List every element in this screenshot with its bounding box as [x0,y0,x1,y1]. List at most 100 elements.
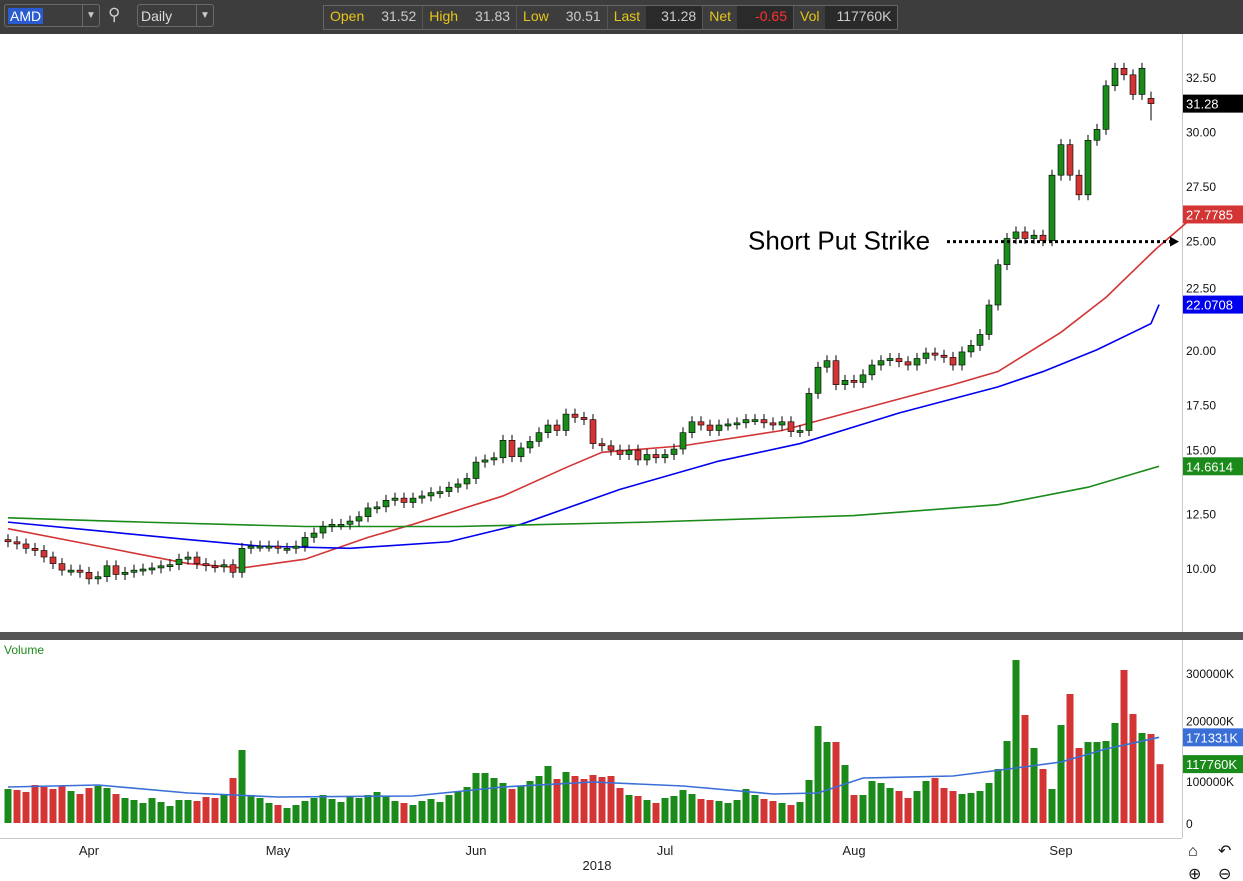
candle [481,454,489,468]
volume-bar [184,800,192,823]
pane-splitter[interactable] [0,632,1243,640]
candle [949,351,957,371]
candle-body [1048,174,1056,241]
volume-tick-label: 200000K [1186,714,1234,728]
candle [265,540,273,552]
candle-body [409,497,417,503]
candle [643,449,651,466]
candle [175,553,183,571]
volume-bar [958,794,966,823]
volume-pane-title: Volume [4,643,44,657]
volume-bar [1057,725,1065,823]
candle-body [427,492,435,497]
candle-body [382,500,390,508]
candle-body [859,374,867,383]
undo-icon[interactable]: ↶ [1218,843,1231,860]
zoom-out-icon[interactable]: ⊖ [1218,866,1231,881]
volume-bar [526,781,534,823]
candle-body [220,564,228,568]
candle-body [598,443,606,447]
volume-ma-tag: 171331K [1186,730,1238,745]
zoom-in-icon[interactable]: ⊕ [1188,866,1201,881]
price-tick-label: 22.50 [1186,282,1216,296]
volume-bar [895,791,903,823]
candle-body [1057,144,1065,176]
volume-bar [715,801,723,823]
candle-body [697,421,705,426]
volume-bar [499,783,507,823]
candle [652,449,660,464]
candle-body [58,563,66,571]
candle-body [31,548,39,551]
candle-body [1084,139,1092,196]
x-tick-label: Aug [842,843,865,858]
candle-body [733,422,741,426]
search-icon[interactable]: ⚲ [108,5,121,24]
x-tick-label: May [266,843,291,858]
candle [1066,139,1074,181]
moving-average-line-3 [7,465,1160,528]
candle-body [967,345,975,353]
candle [742,414,750,429]
candle [67,564,75,576]
candle [1048,169,1056,247]
volume-bar [877,783,885,823]
candle [715,419,723,436]
volume-bar [850,795,858,823]
price-volume-chart[interactable]: 10.00 12.50 15.00 17.50 20.00 22.50 25.00 27.50… [0,34,1243,881]
volume-bar [454,792,462,823]
candle-body [634,449,642,461]
candle-body [868,364,876,376]
home-icon[interactable]: ⌂ [1188,843,1198,860]
interval-select[interactable]: Daily ▼ [137,4,214,27]
candle-body [607,445,615,451]
candle-body [103,565,111,577]
candle [796,425,804,438]
volume-tick-label: 100000K [1186,775,1234,789]
candle-body [1003,238,1011,265]
volume-bar [58,786,66,823]
dropdown-arrow-icon[interactable]: ▼ [82,5,99,26]
candle-body [769,422,777,426]
candle-body [1039,234,1047,241]
volume-bar [508,789,516,823]
volume-bar [1048,789,1056,823]
candle-body [130,569,138,573]
volume-bar [670,796,678,823]
candle-body [805,393,813,431]
candle-body [328,524,336,527]
volume-bar [976,791,984,823]
volume-bar [301,801,309,823]
volume-bar [724,803,732,823]
volume-bar [166,806,174,823]
candle-body [652,454,660,459]
volume-bar [220,794,228,823]
low-value: 30.51 [565,8,601,24]
x-tick-label: Jun [466,843,487,858]
toolbar: AMD ▼ ⚲ Daily ▼ Open 31.52 High 31.83 Lo… [0,0,1243,34]
candle-body [1102,85,1110,130]
candle [490,452,498,466]
candle-body [292,545,300,549]
price-tick-label: 20.00 [1186,344,1216,358]
candle-body [571,413,579,418]
volume-bar [22,792,30,823]
volume-bar [121,798,129,823]
candle [1120,62,1128,81]
volume-bar [1021,715,1029,823]
volume-bar [364,795,372,823]
volume-bar [571,776,579,823]
volume-bar [814,726,822,823]
candle-body [661,454,669,459]
symbol-combo[interactable]: AMD ▼ [4,4,100,27]
volume-bar [94,786,102,823]
volume-bar [355,798,363,823]
volume-bar [337,802,345,823]
volume-bar [841,765,849,823]
symbol-input[interactable]: AMD [8,8,44,24]
ma-value-tag-3: 14.6614 [1186,459,1233,474]
candle-body [85,572,93,580]
candle-body [535,432,543,442]
volume-bar [130,800,138,823]
dropdown-arrow-icon[interactable]: ▼ [196,5,213,26]
